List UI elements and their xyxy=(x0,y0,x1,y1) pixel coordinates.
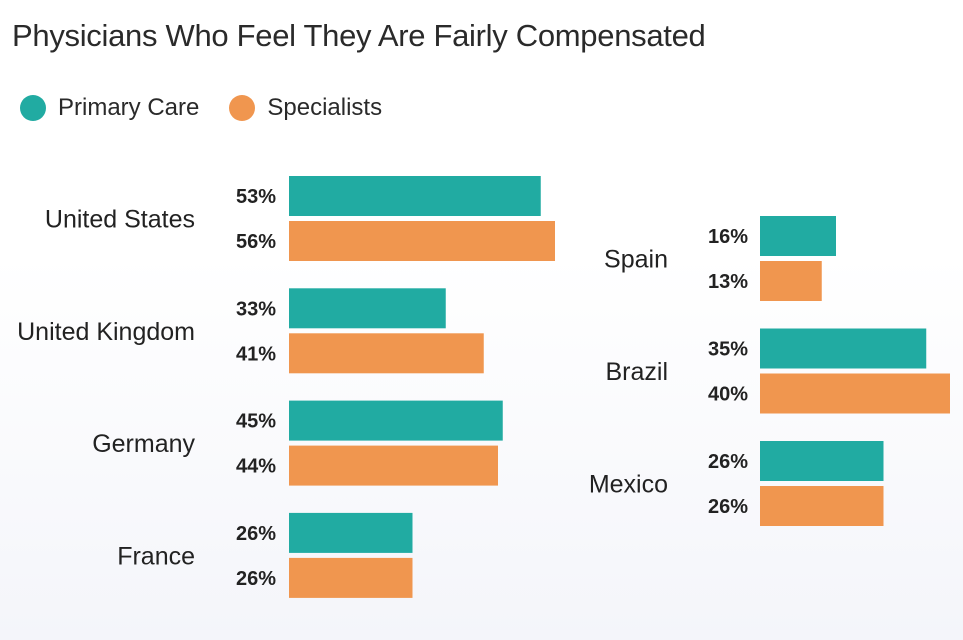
bar-spain-primary-care xyxy=(760,216,836,256)
value-label-france-specialists: 26% xyxy=(236,568,276,590)
category-label-france: France xyxy=(117,542,195,570)
bar-brazil-primary-care xyxy=(760,328,927,369)
category-label-spain: Spain xyxy=(604,246,668,274)
legend-swatch-primary-care xyxy=(20,95,46,121)
legend-swatch-specialists xyxy=(229,95,256,121)
bar-france-specialists xyxy=(289,557,413,598)
bar-mexico-specialists xyxy=(760,486,884,526)
category-label-brazil: Brazil xyxy=(605,358,668,386)
value-label-united-states-specialists: 56% xyxy=(236,231,276,253)
value-label-brazil-primary-care: 35% xyxy=(708,339,748,361)
bar-united-states-specialists xyxy=(289,221,555,261)
value-label-germany-primary-care: 45% xyxy=(236,411,276,433)
legend-label-primary-care: Primary Care xyxy=(58,94,200,121)
value-label-mexico-primary-care: 26% xyxy=(708,451,748,473)
bar-united-kingdom-primary-care xyxy=(289,288,446,329)
legend-item-primary-care: Primary Care xyxy=(20,94,199,122)
bar-brazil-specialists xyxy=(760,373,950,414)
category-label-united-states: United States xyxy=(45,206,195,234)
legend: Primary Care Specialists xyxy=(20,94,412,122)
legend-item-specialists: Specialists xyxy=(229,94,382,122)
value-label-brazil-specialists: 40% xyxy=(708,384,748,406)
value-label-germany-specialists: 44% xyxy=(236,456,276,478)
legend-label-specialists: Specialists xyxy=(267,94,383,121)
category-label-mexico: Mexico xyxy=(589,471,668,499)
bar-united-kingdom-specialists xyxy=(289,333,484,374)
category-label-united-kingdom: United Kingdom xyxy=(17,318,195,346)
value-label-france-primary-care: 26% xyxy=(236,523,276,545)
value-label-united-states-primary-care: 53% xyxy=(236,186,276,208)
category-label-germany: Germany xyxy=(92,430,195,458)
bar-mexico-primary-care xyxy=(760,441,884,481)
value-label-spain-primary-care: 16% xyxy=(708,226,748,248)
bar-germany-specialists xyxy=(289,445,498,486)
value-label-united-kingdom-specialists: 41% xyxy=(236,343,276,365)
bar-france-primary-care xyxy=(289,512,413,553)
value-label-united-kingdom-primary-care: 33% xyxy=(236,298,276,320)
bar-united-states-primary-care xyxy=(289,176,541,216)
bar-spain-specialists xyxy=(760,261,822,301)
value-label-mexico-specialists: 26% xyxy=(708,496,748,518)
value-label-spain-specialists: 13% xyxy=(708,271,748,293)
bar-germany-primary-care xyxy=(289,400,503,441)
chart-title: Physicians Who Feel They Are Fairly Comp… xyxy=(12,18,706,53)
